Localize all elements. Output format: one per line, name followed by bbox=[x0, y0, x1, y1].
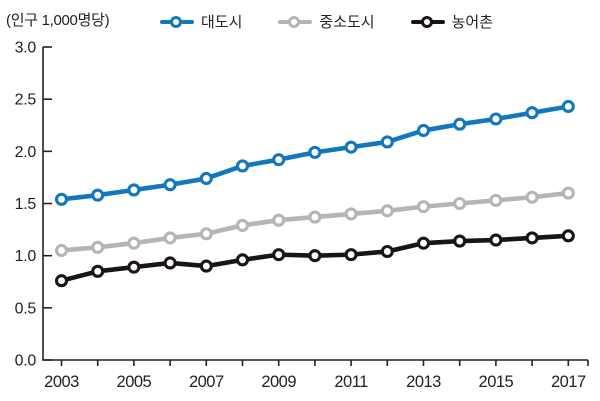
y-axis-tick-label: 3.0 bbox=[15, 40, 37, 57]
data-point-marker bbox=[127, 260, 141, 274]
data-point-marker bbox=[561, 186, 575, 200]
y-axis-tick-label: 1.0 bbox=[15, 248, 37, 265]
data-point-marker bbox=[416, 200, 431, 214]
series-markers-0 bbox=[54, 99, 575, 206]
data-point-marker bbox=[235, 159, 250, 173]
data-point-marker bbox=[416, 123, 431, 138]
data-point-marker bbox=[54, 243, 69, 257]
x-axis-tick-label: 2005 bbox=[117, 373, 152, 391]
x-axis-ticks: 2003 2005 2007 2009 2011 2013 2015 2017 bbox=[44, 360, 589, 391]
y-axis-tick-label: 0.0 bbox=[15, 353, 37, 370]
x-axis-tick-label: 2013 bbox=[406, 373, 441, 391]
data-point-marker bbox=[344, 207, 358, 221]
legend-item-label: 중소도시 bbox=[319, 14, 375, 31]
data-point-marker bbox=[163, 231, 177, 245]
data-point-marker bbox=[199, 171, 213, 186]
axes bbox=[42, 47, 588, 361]
data-point-marker bbox=[344, 140, 358, 154]
data-point-marker bbox=[127, 183, 141, 197]
y-axis-tick-label: 2.5 bbox=[15, 92, 37, 109]
data-point-marker bbox=[199, 227, 213, 241]
data-point-marker bbox=[525, 190, 539, 204]
data-point-marker bbox=[199, 259, 213, 273]
data-point-marker bbox=[344, 248, 358, 262]
y-axis-ticks: 3.0 2.5 2.0 1.5 1.0 0.5 0.0 bbox=[15, 40, 52, 370]
data-point-marker bbox=[453, 117, 467, 131]
data-point-marker bbox=[163, 178, 177, 192]
data-point-marker bbox=[525, 231, 539, 245]
data-point-marker bbox=[308, 145, 322, 159]
x-axis-tick-label: 2015 bbox=[479, 373, 514, 391]
data-point-marker bbox=[308, 249, 322, 263]
x-axis-tick-label: 2017 bbox=[551, 373, 586, 391]
line-marker-icon bbox=[410, 15, 445, 29]
line-marker-icon bbox=[160, 15, 194, 29]
x-axis-tick-label: 2011 bbox=[334, 373, 368, 391]
data-point-marker bbox=[489, 193, 503, 207]
legend: 대도시 중소도시 농어촌 bbox=[160, 11, 493, 32]
legend-item-label: 대도시 bbox=[201, 14, 243, 31]
data-point-marker bbox=[561, 229, 575, 243]
data-point-marker bbox=[380, 204, 394, 218]
y-axis-tick-label: 0.5 bbox=[15, 300, 37, 317]
data-point-marker bbox=[54, 192, 69, 206]
y-axis-tick-label: 1.5 bbox=[15, 196, 37, 213]
data-point-marker bbox=[91, 188, 105, 202]
data-point-marker bbox=[308, 210, 322, 224]
data-point-marker bbox=[272, 248, 286, 262]
data-point-marker bbox=[235, 253, 250, 267]
x-axis-tick-label: 2003 bbox=[44, 373, 79, 391]
legend-item-label: 농어촌 bbox=[451, 14, 494, 31]
data-point-marker bbox=[489, 112, 503, 126]
legend-item-small-city: 중소도시 bbox=[278, 11, 375, 32]
data-point-marker bbox=[127, 236, 141, 250]
data-point-marker bbox=[272, 213, 286, 227]
series-markers-2 bbox=[54, 229, 575, 288]
data-point-marker bbox=[453, 196, 467, 211]
series-markers-1 bbox=[54, 186, 575, 257]
data-point-marker bbox=[91, 240, 105, 254]
y-axis-tick-label: 2.0 bbox=[15, 144, 37, 161]
line-marker-icon bbox=[278, 15, 313, 29]
data-point-marker bbox=[380, 135, 394, 149]
data-point-marker bbox=[453, 234, 467, 248]
data-point-marker bbox=[163, 256, 177, 270]
data-point-marker bbox=[91, 264, 105, 278]
data-point-marker bbox=[489, 233, 503, 247]
data-point-marker bbox=[416, 236, 431, 250]
data-point-marker bbox=[561, 99, 575, 114]
data-point-marker bbox=[525, 106, 539, 120]
data-point-marker bbox=[54, 274, 69, 288]
x-axis-tick-label: 2009 bbox=[261, 373, 296, 391]
legend-item-rural: 농어촌 bbox=[410, 11, 494, 32]
x-axis-tick-label: 2007 bbox=[189, 373, 224, 391]
y-axis-unit-label: (인구 1,000명당) bbox=[6, 12, 110, 29]
data-point-marker bbox=[235, 218, 250, 232]
data-point-marker bbox=[380, 244, 394, 259]
data-point-marker bbox=[272, 153, 286, 167]
legend-item-metro: 대도시 bbox=[160, 11, 242, 32]
